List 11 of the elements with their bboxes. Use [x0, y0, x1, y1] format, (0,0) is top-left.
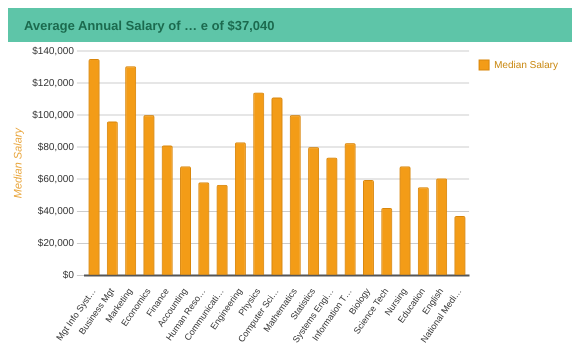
y-tick-label: $20,000	[38, 238, 74, 250]
y-tick-label: $120,000	[32, 78, 74, 89]
y-tick-label: $80,000	[38, 142, 74, 153]
legend-label: Median Salary	[494, 60, 558, 71]
y-tick-label: $140,000	[32, 46, 74, 57]
chart-title: Average Annual Salary of … e of $37,040	[24, 18, 274, 32]
y-tick-label: $60,000	[38, 174, 74, 185]
y-tick-label: $0	[62, 270, 74, 282]
y-axis-title: Median Salary	[12, 126, 25, 198]
y-tick-label: $100,000	[32, 110, 74, 121]
y-tick-label: $40,000	[38, 206, 74, 218]
